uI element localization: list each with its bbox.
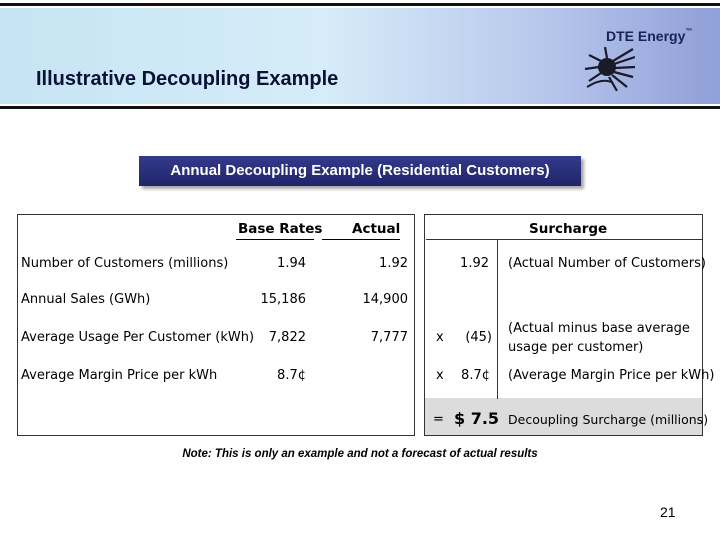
row-op-usage: x	[436, 330, 444, 345]
row-base-price: 8.7¢	[277, 368, 306, 383]
total-value: $ 7.5	[454, 409, 500, 428]
logo-text: DTE Energy™	[606, 28, 692, 44]
underline-actual	[322, 239, 400, 240]
row-op-price: x	[436, 368, 444, 383]
table-banner: Annual Decoupling Example (Residential C…	[139, 156, 581, 186]
row-base-usage: 7,822	[268, 330, 306, 345]
total-op: =	[433, 412, 444, 427]
row-base-sales: 15,186	[260, 292, 307, 307]
header-band	[0, 8, 720, 104]
logo-name: DTE Energy	[606, 28, 686, 44]
surcharge-table	[424, 214, 703, 436]
row-note-customers: (Actual Number of Customers)	[508, 256, 706, 271]
row-label-sales: Annual Sales (GWh)	[21, 292, 151, 307]
row-actual-customers: 1.92	[379, 256, 408, 271]
surcharge-column-divider	[497, 239, 498, 399]
total-row-shading	[425, 398, 702, 435]
row-base-customers: 1.94	[277, 256, 306, 271]
header-surcharge: Surcharge	[529, 221, 608, 237]
row-actual-sales: 14,900	[362, 292, 409, 307]
base-actual-table	[17, 214, 415, 436]
row-actual-usage: 7,777	[370, 330, 408, 345]
underline-base-rates	[236, 239, 314, 240]
row-label-customers: Number of Customers (millions)	[21, 256, 229, 271]
row-note-usage-line1: (Actual minus base average	[508, 321, 690, 336]
header-actual: Actual	[352, 221, 401, 237]
row-note-usage-line2: usage per customer)	[508, 340, 644, 355]
row-surcharge-customers: 1.92	[460, 256, 489, 271]
dte-logo-icon	[584, 47, 635, 91]
top-rule	[0, 3, 720, 6]
row-label-usage: Average Usage Per Customer (kWh)	[21, 330, 255, 345]
row-label-price: Average Margin Price per kWh	[21, 368, 218, 383]
header-base-rates: Base Rates	[238, 221, 323, 237]
disclaimer-note: Note: This is only an example and not a …	[182, 448, 538, 460]
page-number: 21	[660, 504, 676, 520]
slide-title: Illustrative Decoupling Example	[36, 68, 339, 90]
underline-surcharge	[426, 239, 702, 240]
header-bottom-rule	[0, 106, 720, 109]
total-note: Decoupling Surcharge (millions)	[508, 412, 709, 427]
row-note-price: (Average Margin Price per kWh)	[508, 368, 715, 383]
row-surcharge-price: 8.7¢	[461, 368, 490, 383]
logo-trademark: ™	[685, 28, 693, 35]
row-surcharge-usage: (45)	[465, 330, 492, 345]
